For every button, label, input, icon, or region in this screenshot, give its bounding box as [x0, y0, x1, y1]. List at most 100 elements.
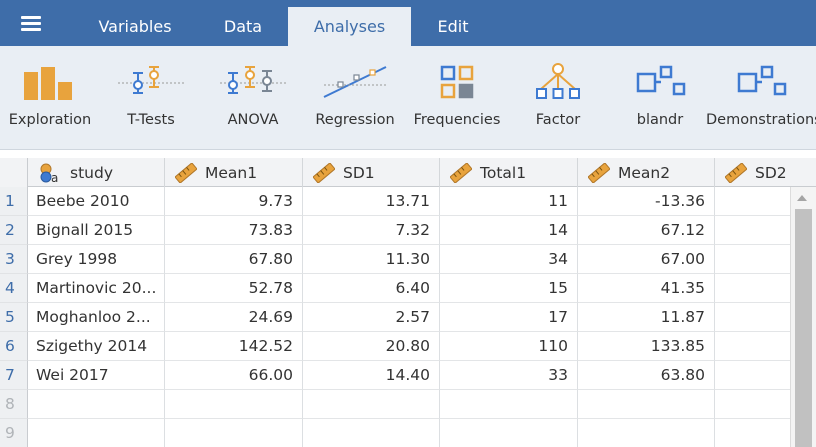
table-cell[interactable] — [715, 216, 816, 245]
column-header-mean1[interactable]: Mean1 — [165, 158, 303, 187]
table-cell[interactable]: 67.12 — [578, 216, 715, 245]
table-cell[interactable]: 41.35 — [578, 274, 715, 303]
table-cell[interactable] — [303, 390, 440, 419]
table-cell[interactable] — [715, 332, 816, 361]
row-number[interactable]: 5 — [0, 303, 28, 332]
table-cell[interactable]: Wei 2017 — [28, 361, 165, 390]
tab-variables[interactable]: Variables — [98, 17, 172, 36]
column-header-row: a study Mean1 SD1 — [0, 158, 816, 187]
table-cell[interactable] — [440, 419, 578, 447]
scrollbar-thumb[interactable] — [795, 209, 812, 447]
row-number[interactable]: 4 — [0, 274, 28, 303]
table-cell[interactable]: Martinovic 20... — [28, 274, 165, 303]
table-cell[interactable] — [165, 419, 303, 447]
table-cell[interactable] — [165, 390, 303, 419]
table-cell[interactable]: Moghanloo 2... — [28, 303, 165, 332]
tab-data[interactable]: Data — [223, 17, 263, 36]
vertical-scrollbar[interactable] — [790, 187, 816, 447]
table-cell[interactable]: 63.80 — [578, 361, 715, 390]
table-cell[interactable] — [28, 419, 165, 447]
ruler-icon — [588, 162, 610, 183]
table-cell[interactable]: 7.32 — [303, 216, 440, 245]
demonstrations-label: Demonstrations — [706, 112, 816, 128]
row-number[interactable]: 7 — [0, 361, 28, 390]
table-cell[interactable]: 14.40 — [303, 361, 440, 390]
factor-button[interactable]: Factor — [525, 62, 591, 144]
table-cell[interactable]: 9.73 — [165, 187, 303, 216]
table-cell[interactable]: Szigethy 2014 — [28, 332, 165, 361]
table-cell[interactable]: 24.69 — [165, 303, 303, 332]
column-header-total1[interactable]: Total1 — [440, 158, 578, 187]
table-cell[interactable]: 13.71 — [303, 187, 440, 216]
table-cell[interactable]: 34 — [440, 245, 578, 274]
table-cell[interactable] — [715, 245, 816, 274]
corner-cell[interactable] — [0, 158, 28, 187]
row-number[interactable]: 2 — [0, 216, 28, 245]
blandr-button[interactable]: blandr — [625, 62, 695, 144]
factor-label: Factor — [535, 112, 581, 128]
row-number[interactable]: 9 — [0, 419, 28, 447]
regression-label: Regression — [315, 112, 395, 128]
frequencies-button[interactable]: Frequencies — [414, 62, 500, 144]
row-number[interactable]: 6 — [0, 332, 28, 361]
t-tests-icon — [116, 62, 186, 102]
row-number[interactable]: 8 — [0, 390, 28, 419]
table-cell[interactable]: 6.40 — [303, 274, 440, 303]
table-cell[interactable]: Beebe 2010 — [28, 187, 165, 216]
table-cell[interactable]: 20.80 — [303, 332, 440, 361]
module-icon — [726, 62, 796, 102]
table-cell[interactable] — [303, 419, 440, 447]
anova-label: ANOVA — [227, 112, 279, 128]
table-cell[interactable] — [715, 274, 816, 303]
table-cell[interactable]: 142.52 — [165, 332, 303, 361]
t-tests-button[interactable]: T-Tests — [116, 62, 186, 144]
tab-edit[interactable]: Edit — [437, 17, 469, 36]
table-cell[interactable]: 67.00 — [578, 245, 715, 274]
table-cell[interactable]: 11.30 — [303, 245, 440, 274]
table-cell[interactable]: 133.85 — [578, 332, 715, 361]
table-cell[interactable] — [715, 187, 816, 216]
ruler-icon — [725, 162, 747, 183]
table-cell[interactable]: Grey 1998 — [28, 245, 165, 274]
table-cell[interactable]: 33 — [440, 361, 578, 390]
table-cell[interactable] — [28, 390, 165, 419]
column-header-sd2[interactable]: SD2 — [715, 158, 816, 187]
t-tests-label: T-Tests — [127, 112, 175, 128]
table-cell[interactable]: 15 — [440, 274, 578, 303]
regression-button[interactable]: Regression — [314, 62, 396, 144]
hamburger-menu-icon[interactable] — [0, 0, 62, 46]
table-cell[interactable]: 14 — [440, 216, 578, 245]
row-number[interactable]: 3 — [0, 245, 28, 274]
column-name: SD1 — [343, 163, 375, 182]
table-cell[interactable] — [715, 361, 816, 390]
exploration-button[interactable]: Exploration — [9, 62, 91, 144]
table-cell[interactable]: 17 — [440, 303, 578, 332]
svg-text:a: a — [51, 171, 58, 183]
table-cell[interactable]: 52.78 — [165, 274, 303, 303]
row-number[interactable]: 1 — [0, 187, 28, 216]
table-cell[interactable] — [440, 390, 578, 419]
table-cell[interactable]: 11.87 — [578, 303, 715, 332]
column-header-sd1[interactable]: SD1 — [303, 158, 440, 187]
table-cell[interactable]: Bignall 2015 — [28, 216, 165, 245]
table-cell[interactable]: -13.36 — [578, 187, 715, 216]
table-cell[interactable] — [578, 390, 715, 419]
table-cell[interactable]: 11 — [440, 187, 578, 216]
table-cell[interactable]: 66.00 — [165, 361, 303, 390]
table-cell[interactable]: 110 — [440, 332, 578, 361]
table-cell[interactable]: 67.80 — [165, 245, 303, 274]
table-cell[interactable] — [578, 419, 715, 447]
scroll-up-arrow-icon[interactable] — [797, 195, 807, 201]
column-name: Total1 — [480, 163, 527, 182]
anova-button[interactable]: ANOVA — [218, 62, 288, 144]
demonstrations-button[interactable]: Demonstrations — [706, 62, 816, 144]
table-cell[interactable]: 73.83 — [165, 216, 303, 245]
anova-icon — [218, 62, 288, 102]
column-header-mean2[interactable]: Mean2 — [578, 158, 715, 187]
column-header-study[interactable]: a study — [28, 158, 165, 187]
data-grid: a study Mean1 SD1 — [0, 158, 816, 447]
tab-analyses[interactable]: Analyses — [288, 7, 411, 46]
table-cell[interactable] — [715, 390, 816, 419]
table-cell[interactable]: 2.57 — [303, 303, 440, 332]
table-cell[interactable] — [715, 303, 816, 332]
